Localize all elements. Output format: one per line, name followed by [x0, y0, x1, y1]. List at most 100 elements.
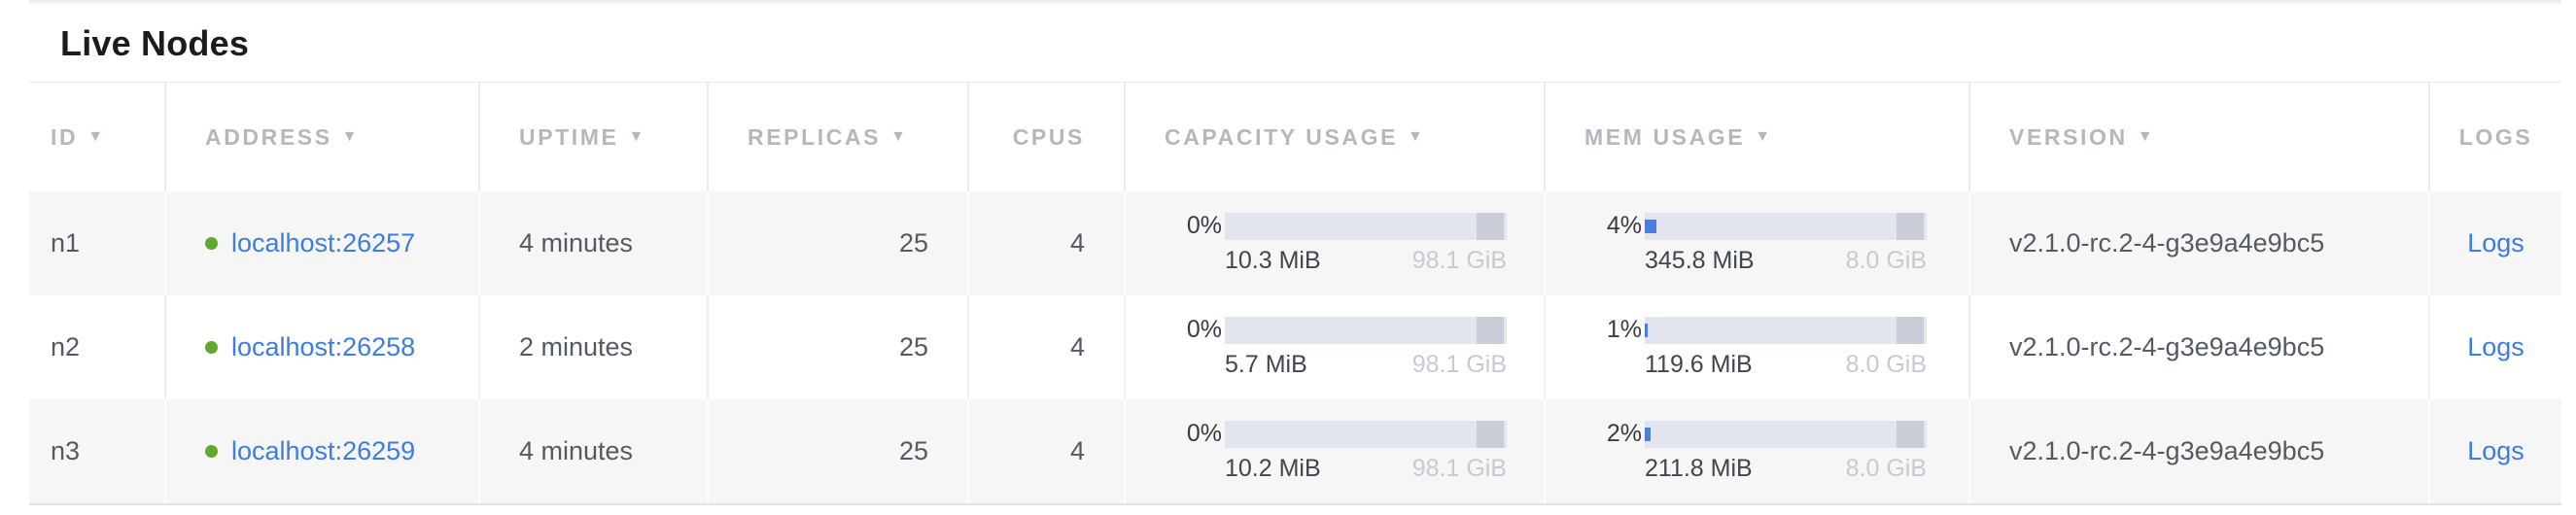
capacity-total-value: 98.1 GiB [1411, 455, 1507, 482]
node-address-link[interactable]: localhost:26259 [231, 436, 416, 465]
mem-usage-bar [1645, 316, 1927, 344]
capacity-used-value: 5.7 MiB [1225, 351, 1307, 378]
version-cell: v2.1.0-rc.2-4-g3e9a4e9bc5 [1968, 191, 2428, 295]
live-nodes-section: Live Nodes ID ▼ ADDRESS ▼ UPTIME ▼ REPLI… [29, 0, 2561, 505]
mem-percent: 2% [1606, 420, 1642, 447]
page-title: Live Nodes [60, 22, 250, 63]
mem-bar-end-block [1897, 420, 1924, 448]
table-row: n2 localhost:26258 2 minutes 25 4 0% [29, 295, 2561, 399]
column-header-capacity-usage[interactable]: CAPACITY USAGE ▼ [1124, 83, 1544, 191]
capacity-usage-bar [1225, 316, 1507, 344]
mem-usage-cell: 1% 119.6 MiB 8.0 GiB [1544, 295, 1968, 399]
node-address-link[interactable]: localhost:26258 [231, 332, 416, 361]
table-row: n1 localhost:26257 4 minutes 25 4 0% [29, 191, 2561, 295]
cpus-cell: 4 [967, 399, 1124, 503]
mem-usage-bar [1645, 420, 1927, 448]
mem-total-value: 8.0 GiB [1845, 455, 1927, 482]
section-title-bar: Live Nodes [29, 5, 2561, 82]
live-status-dot-icon [205, 445, 218, 458]
capacity-percent: 0% [1186, 212, 1222, 239]
node-id-cell: n3 [51, 436, 81, 465]
live-status-dot-icon [205, 341, 218, 354]
mem-percent: 1% [1606, 316, 1642, 343]
sort-arrow-icon[interactable]: ▼ [628, 128, 646, 145]
sort-arrow-icon[interactable]: ▼ [1755, 128, 1773, 145]
column-header-id[interactable]: ID ▼ [29, 83, 164, 191]
node-address-cell: localhost:26257 [164, 191, 478, 295]
sort-arrow-icon[interactable]: ▼ [87, 128, 106, 145]
mem-usage-cell: 2% 211.8 MiB 8.0 GiB [1544, 399, 1968, 503]
capacity-usage-bar [1225, 420, 1507, 448]
column-label: UPTIME [519, 123, 619, 150]
mem-used-segment [1645, 219, 1656, 233]
capacity-usage-cell: 0% 10.3 MiB 98.1 GiB [1124, 191, 1544, 295]
replicas-cell: 25 [707, 295, 967, 399]
logs-link[interactable]: Logs [2467, 228, 2524, 258]
sort-arrow-icon[interactable]: ▼ [341, 128, 361, 145]
logs-link[interactable]: Logs [2467, 436, 2524, 465]
column-label: REPLICAS [748, 123, 882, 150]
capacity-usage-bar [1225, 212, 1507, 240]
column-header-cpus: CPUS [967, 83, 1124, 191]
uptime-cell: 4 minutes [478, 399, 707, 503]
mem-used-value: 119.6 MiB [1645, 351, 1753, 378]
capacity-used-value: 10.2 MiB [1225, 455, 1321, 482]
logs-cell: Logs [2428, 191, 2561, 295]
capacity-usage-cell: 0% 5.7 MiB 98.1 GiB [1124, 295, 1544, 399]
node-address-cell: localhost:26259 [164, 399, 478, 503]
table-row: n3 localhost:26259 4 minutes 25 4 0% [29, 399, 2561, 503]
column-label: ADDRESS [205, 123, 332, 150]
capacity-bar-end-block [1477, 316, 1504, 344]
mem-usage-bar [1645, 212, 1927, 240]
logs-cell: Logs [2428, 295, 2561, 399]
mem-bar-end-block [1897, 316, 1924, 344]
mem-percent: 4% [1606, 212, 1642, 239]
replicas-cell: 25 [707, 191, 967, 295]
column-label: CAPACITY USAGE [1165, 123, 1399, 150]
mem-used-value: 211.8 MiB [1645, 455, 1753, 482]
column-label: MEM USAGE [1584, 123, 1746, 150]
node-id-cell: n2 [51, 332, 81, 361]
live-nodes-table: ID ▼ ADDRESS ▼ UPTIME ▼ REPLICAS ▼ CPUS [29, 82, 2561, 505]
uptime-cell: 4 minutes [478, 191, 707, 295]
column-header-address[interactable]: ADDRESS ▼ [164, 83, 478, 191]
column-header-uptime[interactable]: UPTIME ▼ [478, 83, 707, 191]
mem-used-segment [1645, 427, 1651, 441]
capacity-percent: 0% [1186, 420, 1222, 447]
live-status-dot-icon [205, 237, 218, 250]
node-id-cell: n1 [51, 228, 81, 258]
capacity-percent: 0% [1186, 316, 1222, 343]
column-header-version[interactable]: VERSION ▼ [1968, 83, 2428, 191]
node-address-link[interactable]: localhost:26257 [231, 228, 416, 258]
node-address-cell: localhost:26258 [164, 295, 478, 399]
mem-usage-cell: 4% 345.8 MiB 8.0 GiB [1544, 191, 1968, 295]
capacity-total-value: 98.1 GiB [1411, 247, 1507, 274]
column-label: VERSION [2009, 123, 2128, 150]
column-label: ID [51, 123, 79, 150]
replicas-cell: 25 [707, 399, 967, 503]
uptime-cell: 2 minutes [478, 295, 707, 399]
table-header: ID ▼ ADDRESS ▼ UPTIME ▼ REPLICAS ▼ CPUS [29, 83, 2561, 191]
sort-arrow-icon[interactable]: ▼ [2137, 128, 2156, 145]
sort-arrow-icon[interactable]: ▼ [1408, 128, 1426, 145]
column-header-mem-usage[interactable]: MEM USAGE ▼ [1544, 83, 1968, 191]
column-label: LOGS [2458, 123, 2533, 150]
column-header-logs: LOGS [2428, 83, 2561, 191]
logs-link[interactable]: Logs [2467, 332, 2524, 361]
column-header-replicas[interactable]: REPLICAS ▼ [707, 83, 967, 191]
cpus-cell: 4 [967, 295, 1124, 399]
sort-arrow-icon[interactable]: ▼ [890, 128, 909, 145]
version-cell: v2.1.0-rc.2-4-g3e9a4e9bc5 [1968, 399, 2428, 503]
mem-used-segment [1645, 323, 1648, 337]
capacity-usage-cell: 0% 10.2 MiB 98.1 GiB [1124, 399, 1544, 503]
mem-total-value: 8.0 GiB [1845, 351, 1927, 378]
capacity-used-value: 10.3 MiB [1225, 247, 1321, 274]
capacity-total-value: 98.1 GiB [1411, 351, 1507, 378]
version-cell: v2.1.0-rc.2-4-g3e9a4e9bc5 [1968, 295, 2428, 399]
column-label: CPUS [1012, 123, 1085, 150]
mem-bar-end-block [1897, 212, 1924, 240]
logs-cell: Logs [2428, 399, 2561, 503]
section-top-border [29, 0, 2561, 5]
cpus-cell: 4 [967, 191, 1124, 295]
capacity-bar-end-block [1477, 420, 1504, 448]
